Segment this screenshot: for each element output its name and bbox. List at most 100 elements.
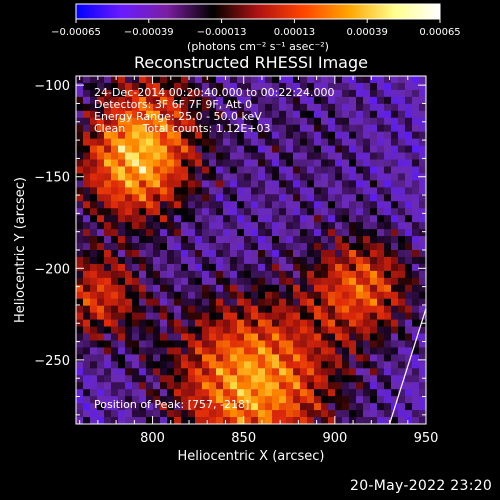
heatmap-cell	[307, 326, 315, 334]
x-tick-label: 850	[231, 431, 256, 446]
heatmap-cell	[125, 375, 133, 383]
heatmap-cell	[300, 159, 308, 167]
heatmap-cell	[195, 180, 203, 188]
heatmap-cell	[125, 243, 133, 251]
colorbar-tick-label: −0.00013	[197, 27, 247, 38]
heatmap-cell	[265, 222, 273, 230]
heatmap-cell	[258, 173, 266, 181]
heatmap-cell	[356, 152, 364, 160]
heatmap-cell	[76, 180, 84, 188]
heatmap-cell	[398, 222, 406, 230]
heatmap-cell	[391, 277, 399, 286]
heatmap-cell	[279, 173, 287, 181]
heatmap-cell	[167, 312, 175, 320]
heatmap-cell	[237, 312, 245, 320]
heatmap-cell	[370, 124, 378, 133]
heatmap-cell	[349, 243, 357, 251]
heatmap-cell	[160, 396, 168, 404]
heatmap-cell	[300, 256, 308, 265]
heatmap-cell	[125, 382, 133, 390]
heatmap-cell	[251, 76, 259, 84]
heatmap-cell	[209, 138, 217, 146]
heatmap-cell	[398, 117, 406, 126]
heatmap-cell	[356, 117, 364, 126]
heatmap-cell	[132, 312, 140, 320]
heatmap-cell	[286, 368, 294, 376]
heatmap-cell	[307, 354, 315, 362]
heatmap-cell	[132, 298, 140, 307]
heatmap-cell	[286, 138, 294, 146]
heatmap-cell	[314, 187, 322, 195]
heatmap-cell	[188, 96, 196, 105]
heatmap-cell	[391, 347, 399, 355]
heatmap-cell	[300, 368, 308, 376]
heatmap-cell	[307, 368, 315, 376]
heatmap-cell	[90, 82, 98, 91]
heatmap-cell	[104, 340, 112, 348]
heatmap-cell	[370, 305, 378, 314]
heatmap-cell	[272, 215, 280, 223]
heatmap-cell	[342, 152, 350, 160]
heatmap-cell	[223, 347, 231, 355]
heatmap-cell	[125, 194, 133, 202]
heatmap-cell	[370, 145, 378, 153]
heatmap-cell	[419, 96, 426, 105]
heatmap-cell	[405, 277, 413, 286]
colorbar-tick-label: 0.00013	[274, 27, 315, 38]
heatmap-cell	[237, 131, 245, 140]
heatmap-cell	[258, 110, 266, 119]
heatmap-cell	[230, 326, 238, 334]
heatmap-cell	[286, 173, 294, 181]
heatmap-cell	[153, 256, 161, 265]
heatmap-cell	[181, 215, 189, 223]
heatmap-cell	[384, 410, 392, 418]
heatmap-cell	[272, 222, 280, 230]
heatmap-cell	[258, 403, 266, 411]
heatmap-cell	[146, 382, 154, 390]
heatmap-cell	[216, 159, 224, 167]
heatmap-cell	[223, 250, 231, 258]
heatmap-cell	[293, 76, 301, 84]
heatmap-cell	[160, 410, 168, 418]
heatmap-cell	[125, 215, 133, 223]
heatmap-cell	[419, 284, 426, 293]
heatmap-cell	[132, 305, 140, 314]
heatmap-cell	[272, 194, 280, 202]
heatmap-cell	[118, 76, 126, 84]
heatmap-cell	[181, 291, 189, 300]
heatmap-cell	[76, 82, 84, 91]
heatmap-cell	[251, 284, 259, 293]
heatmap-cell	[335, 222, 343, 230]
heatmap-cell	[307, 96, 315, 105]
heatmap-cell	[104, 222, 112, 230]
heatmap-cell	[160, 194, 168, 202]
heatmap-cell	[412, 117, 420, 126]
heatmap-cell	[125, 340, 133, 348]
heatmap-cell	[321, 340, 329, 348]
heatmap-cell	[153, 215, 161, 223]
heatmap-cell	[237, 361, 245, 369]
heatmap-cell	[412, 291, 420, 300]
heatmap-cell	[363, 215, 371, 223]
heatmap-cell	[363, 82, 371, 91]
heatmap-cell	[314, 194, 322, 202]
heatmap-cell	[398, 138, 406, 146]
heatmap-cell	[139, 375, 147, 383]
heatmap-cell	[104, 319, 112, 327]
heatmap-cell	[251, 347, 259, 355]
heatmap-cell	[356, 138, 364, 146]
heatmap-cell	[181, 417, 189, 424]
heatmap-cell	[300, 145, 308, 153]
heatmap-cell	[202, 103, 210, 112]
heatmap-cell	[146, 229, 154, 237]
heatmap-cell	[209, 298, 217, 307]
heatmap-cell	[377, 368, 385, 376]
heatmap-cell	[195, 410, 203, 418]
heatmap-cell	[209, 312, 217, 320]
heatmap-cell	[377, 417, 385, 424]
heatmap-cell	[307, 229, 315, 237]
heatmap-cell	[307, 396, 315, 404]
heatmap-cell	[139, 166, 147, 174]
heatmap-cell	[202, 131, 210, 140]
heatmap-cell	[202, 201, 210, 209]
